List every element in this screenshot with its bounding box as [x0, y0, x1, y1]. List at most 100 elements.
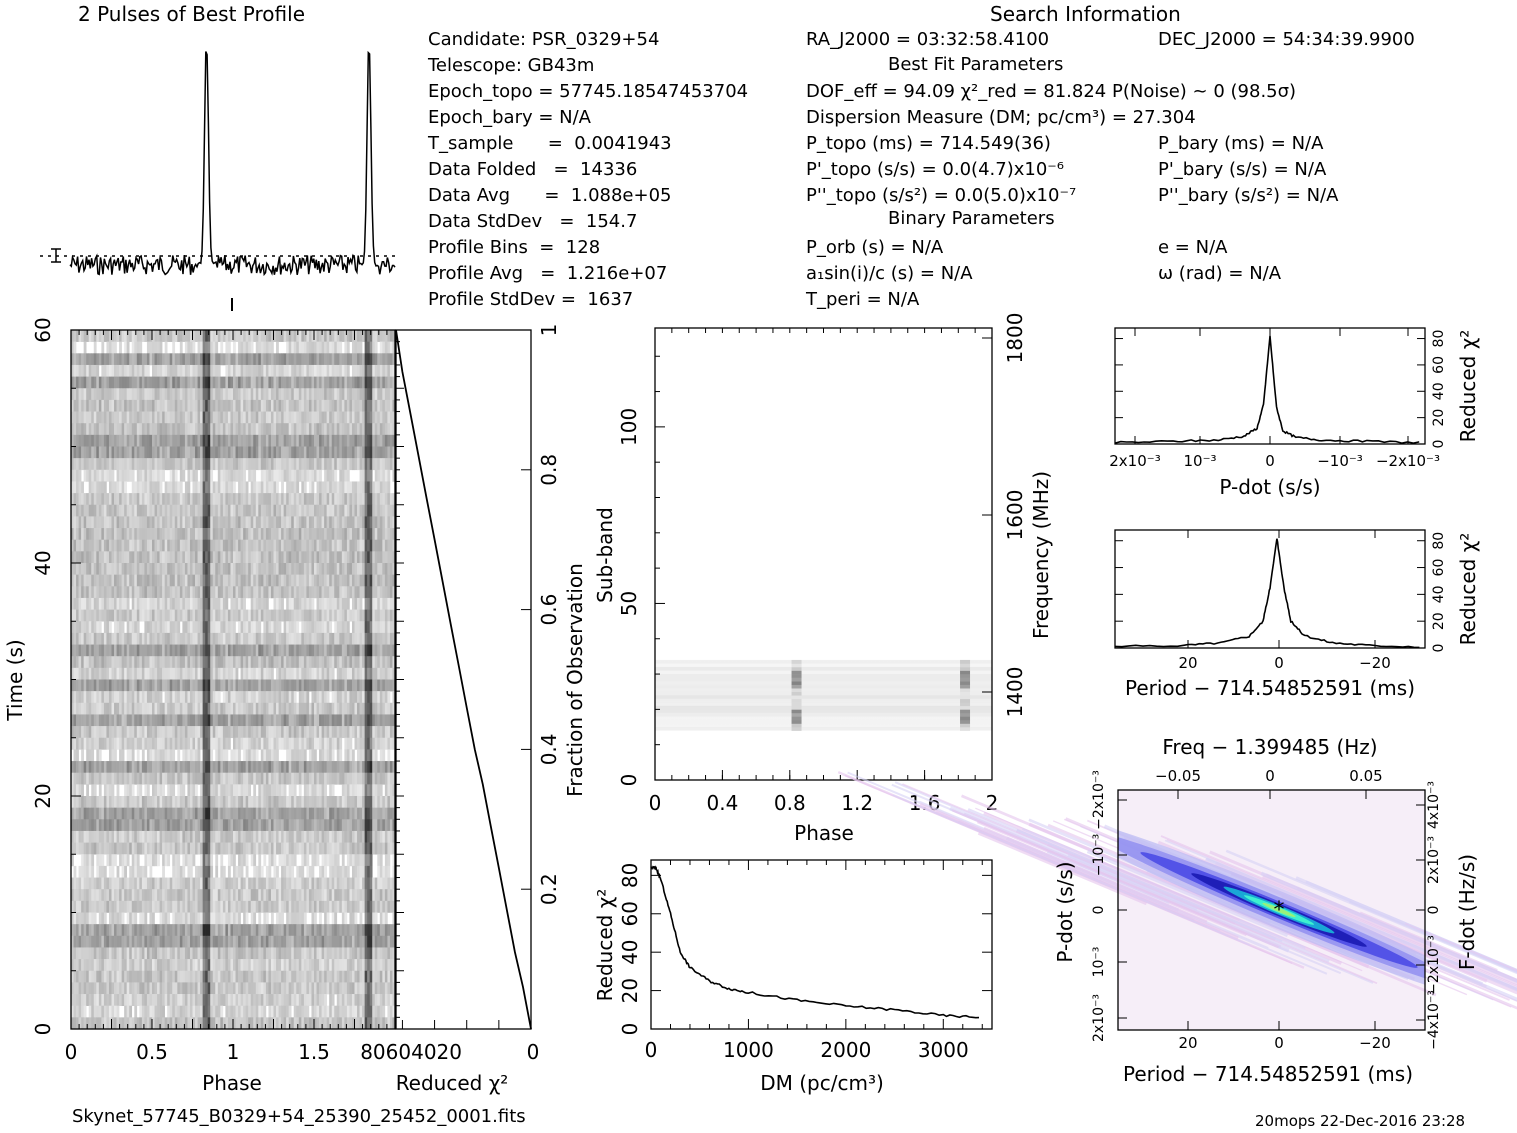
heatmap-cell [126, 784, 130, 797]
heatmap-cell [162, 784, 165, 797]
heatmap-cell [182, 388, 186, 401]
heatmap-cell [255, 714, 259, 727]
heatmap-cell [311, 644, 315, 657]
profile-title: 2 Pulses of Best Profile [78, 2, 305, 26]
heatmap-cell [253, 586, 257, 599]
heatmap-cell [207, 493, 211, 506]
heatmap-cell [192, 376, 196, 389]
heatmap-cell [141, 330, 145, 342]
heatmap-cell [225, 632, 229, 645]
heatmap-cell [319, 737, 322, 750]
heatmap-cell [131, 609, 135, 622]
heatmap-cell [134, 399, 138, 412]
heatmap-cell [377, 458, 381, 471]
heatmap-cell [225, 656, 229, 669]
heatmap-cell [329, 726, 333, 739]
heatmap-cell [341, 586, 345, 599]
heatmap-cell [306, 609, 310, 622]
heatmap-cell [152, 574, 155, 587]
heatmap-cell [98, 353, 102, 366]
heatmap-cell [336, 574, 340, 587]
heatmap-cell [387, 761, 391, 773]
heatmap-cell [369, 539, 373, 552]
heatmap-cell [121, 493, 125, 506]
heatmap-cell [392, 597, 396, 610]
heatmap-cell [238, 388, 241, 401]
heatmap-cell [349, 516, 353, 529]
heatmap-cell [382, 399, 386, 412]
heatmap-cell [336, 411, 340, 424]
heatmap-cell [379, 469, 383, 482]
heatmap-cell [389, 446, 393, 459]
heatmap-cell [286, 399, 289, 412]
heatmap-cell [387, 597, 391, 610]
heatmap-cell [296, 446, 300, 459]
heatmap-cell [314, 330, 317, 342]
heatmap-cell [308, 679, 312, 692]
heatmap-cell [346, 376, 350, 389]
heatmap-cell [189, 656, 193, 669]
heatmap-cell [154, 341, 158, 354]
heatmap-cell [179, 644, 183, 657]
heatmap-cell [136, 504, 140, 517]
heatmap-cell [98, 574, 102, 587]
heatmap-cell [108, 679, 112, 692]
heatmap-cell [207, 423, 211, 436]
heatmap-cell [111, 446, 115, 459]
heatmap-cell [281, 737, 284, 750]
heatmap-cell [240, 609, 244, 622]
heatmap-cell [367, 621, 370, 634]
heatmap-cell [187, 539, 191, 552]
heatmap-cell [124, 632, 127, 645]
heatmap-cell [377, 493, 381, 506]
heatmap-cell [83, 551, 87, 564]
heatmap-cell [116, 679, 120, 692]
heatmap-cell [362, 784, 365, 797]
heatmap-cell [341, 656, 345, 669]
heatmap-cell [126, 551, 130, 564]
heatmap-cell [98, 411, 102, 424]
heatmap-cell [286, 621, 289, 634]
heatmap-cell [263, 434, 267, 447]
heatmap-cell [372, 737, 376, 750]
heatmap-cell [111, 691, 115, 704]
heatmap-cell [126, 621, 130, 634]
heatmap-cell [192, 364, 196, 377]
heatmap-cell [184, 376, 188, 389]
heatmap-cell [230, 528, 234, 540]
heatmap-cell [291, 586, 295, 599]
heatmap-cell [291, 609, 295, 622]
heatmap-cell [389, 458, 393, 471]
heatmap-cell [359, 434, 363, 447]
heatmap-cell [339, 528, 343, 540]
heatmap-cell [362, 667, 365, 680]
heatmap-cell [306, 551, 310, 564]
heatmap-cell [367, 446, 370, 459]
heatmap-cell [167, 446, 171, 459]
heatmap-cell [101, 364, 105, 377]
heatmap-cell [233, 341, 236, 354]
heatmap-cell [283, 434, 287, 447]
heatmap-cell [111, 493, 115, 506]
heatmap-cell [270, 714, 274, 727]
heatmap-cell [384, 539, 388, 552]
heatmap-cell [189, 493, 193, 506]
heatmap-cell [344, 597, 348, 610]
heatmap-cell [124, 714, 127, 727]
heatmap-cell [154, 609, 158, 622]
heatmap-cell [177, 411, 181, 424]
heatmap-cell [207, 749, 211, 762]
heatmap-cell [291, 632, 295, 645]
heatmap-cell [192, 469, 196, 482]
heatmap-cell [225, 621, 229, 634]
heatmap-cell [101, 726, 105, 739]
heatmap-cell [71, 364, 74, 377]
heatmap-cell [200, 772, 203, 785]
heatmap-cell [377, 330, 381, 342]
heatmap-cell [382, 714, 386, 727]
heatmap-cell [154, 493, 158, 506]
heatmap-cell [268, 446, 272, 459]
heatmap-cell [243, 376, 246, 389]
heatmap-cell [184, 551, 188, 564]
heatmap-cell [172, 481, 176, 494]
